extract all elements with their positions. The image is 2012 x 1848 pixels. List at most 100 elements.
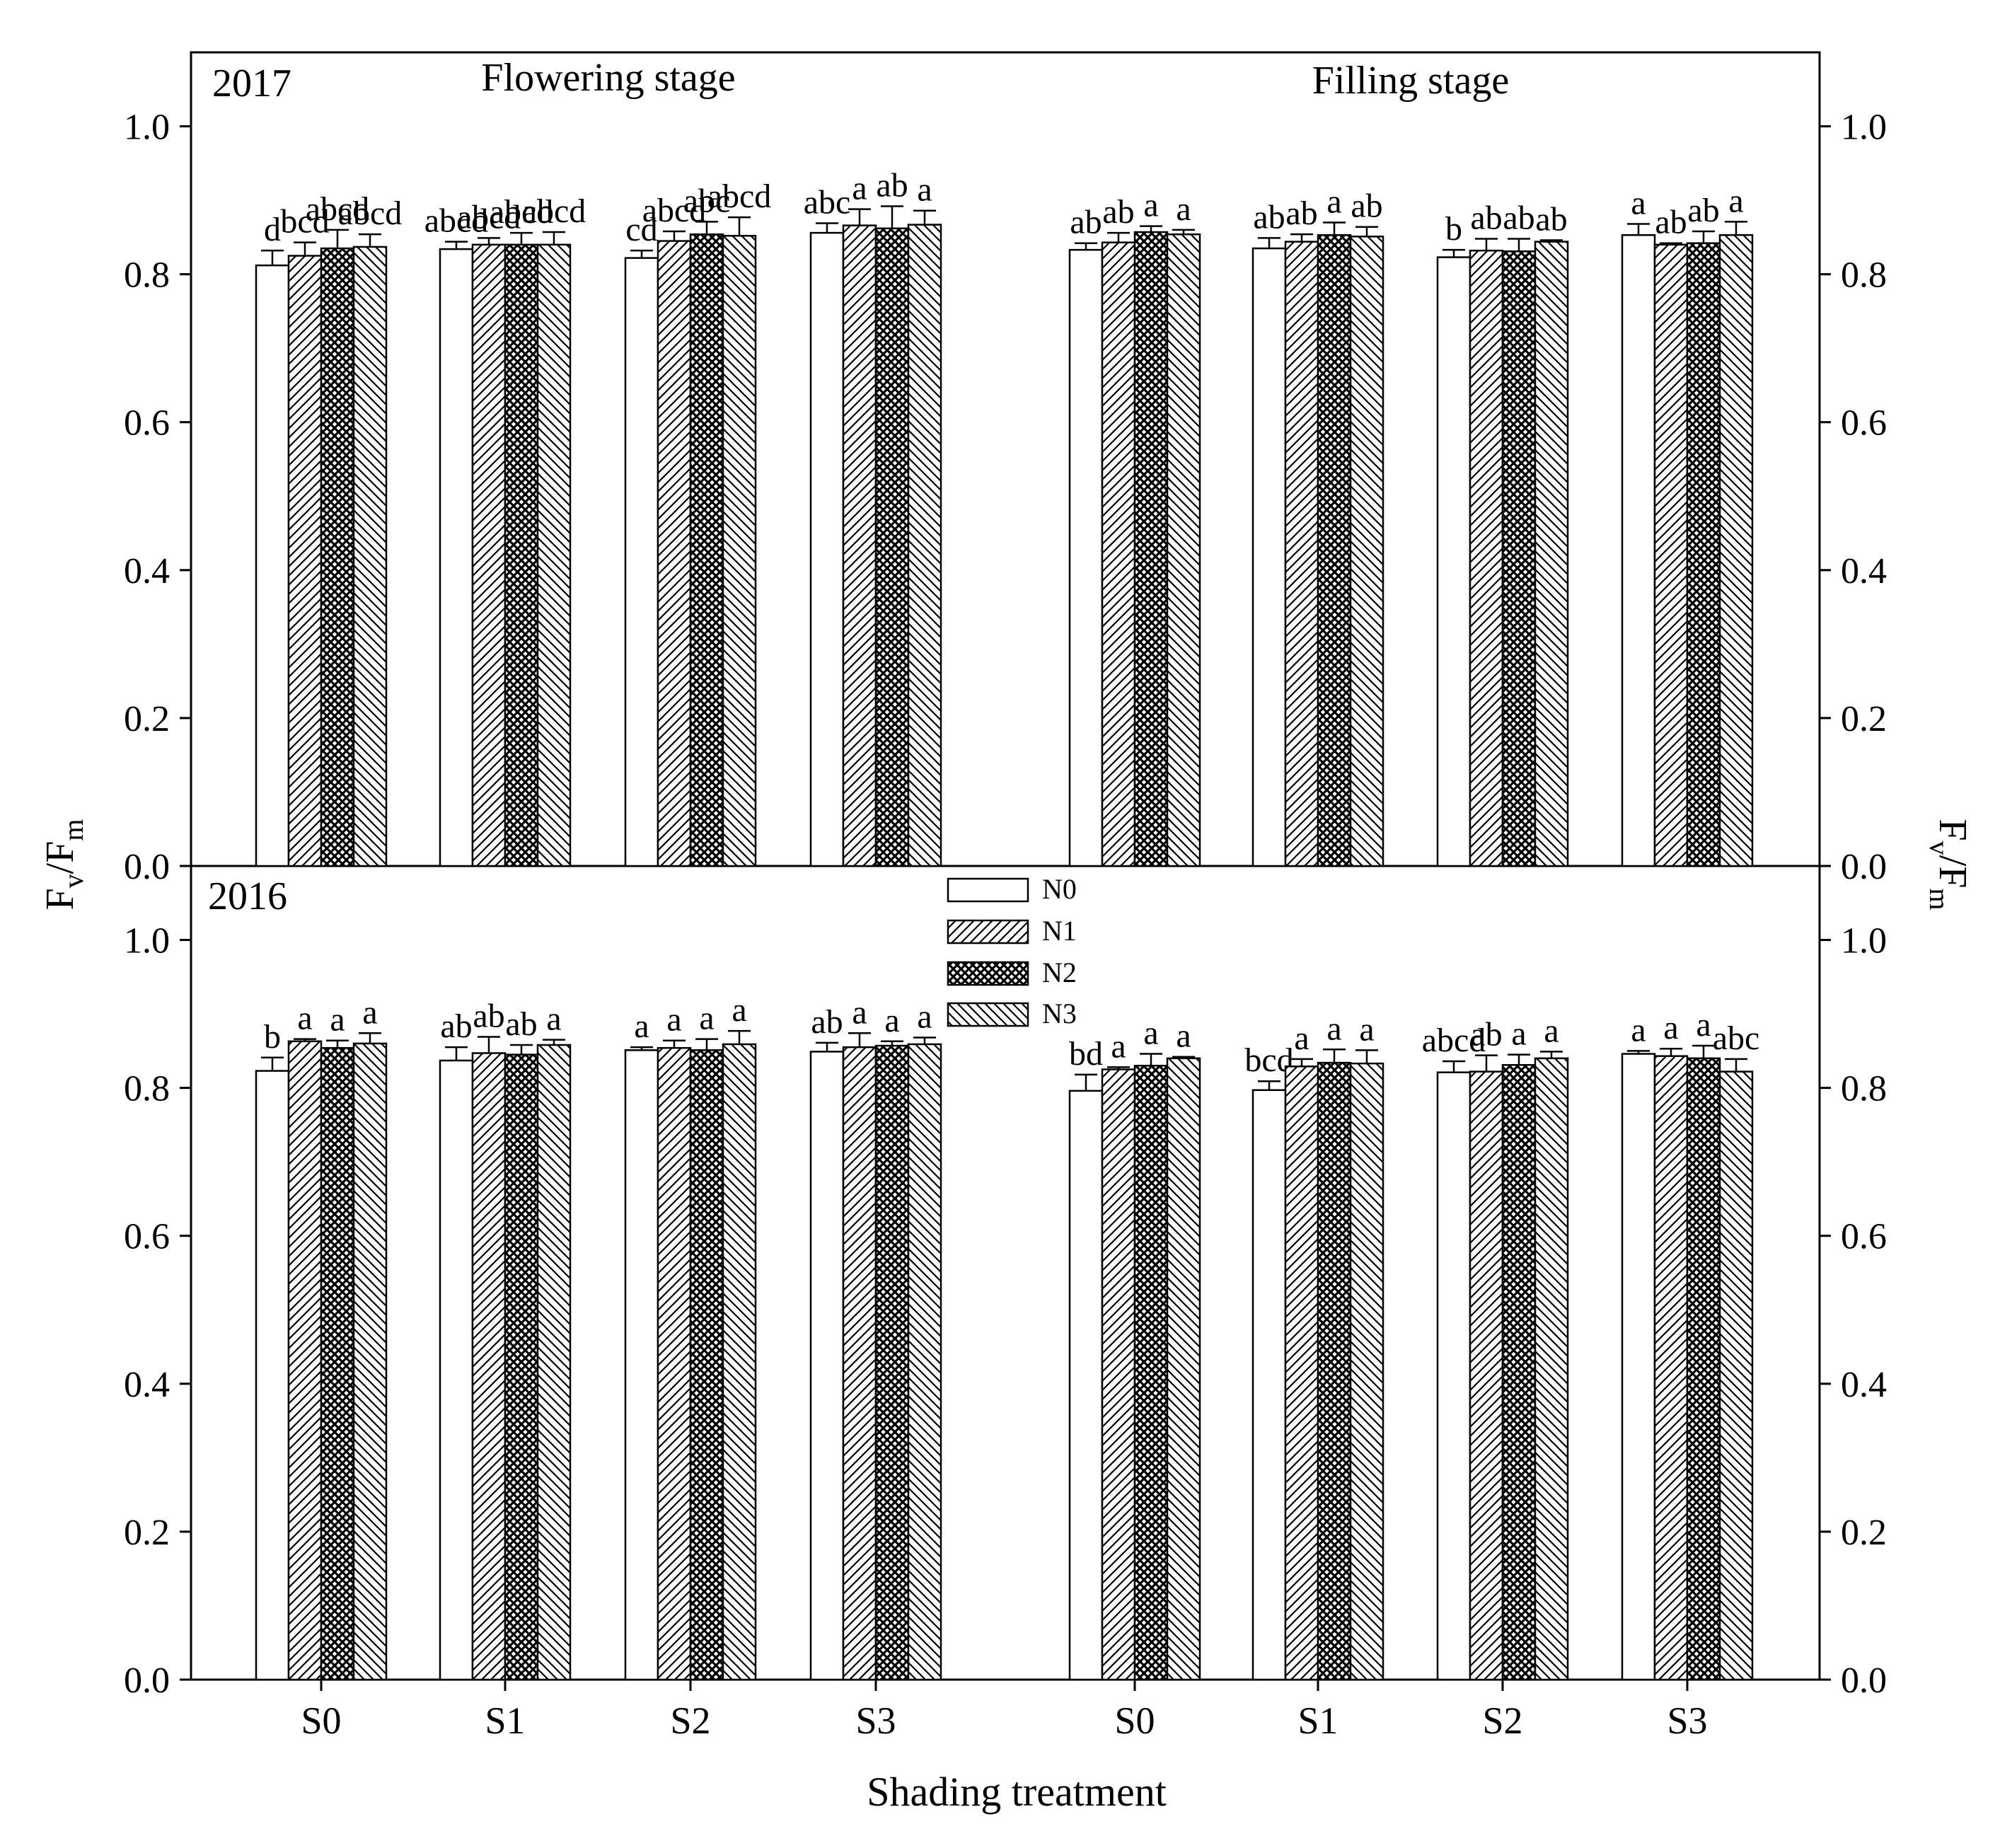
y-tick-label-left: 0.8 (124, 255, 170, 296)
significance-letter: ab (1470, 199, 1502, 236)
bar-n0 (439, 248, 474, 867)
x-tick-label: S1 (1297, 1699, 1338, 1742)
y-label-sub1: v (57, 874, 89, 888)
significance-letter: a (1294, 1020, 1309, 1057)
panel-year-label-2016: 2016 (208, 874, 287, 918)
significance-letter: a (297, 1000, 312, 1037)
bar-n2 (504, 1053, 539, 1681)
significance-letter: ab (505, 1005, 537, 1043)
bar-n0 (1621, 1053, 1656, 1681)
bar-n2 (1133, 231, 1169, 867)
bar-n1 (1101, 1068, 1136, 1681)
bar-n3 (536, 1044, 572, 1681)
significance-letter: a (1176, 1017, 1191, 1055)
bar-n1 (471, 243, 507, 867)
y-tick-label-right: 0.2 (1841, 699, 1887, 739)
significance-letter: a (852, 170, 867, 207)
significance-letter: a (666, 1001, 681, 1039)
svg-text:Fv/Fm: Fv/Fm (38, 819, 89, 911)
y-tick-label-right: 0.8 (1841, 255, 1887, 296)
significance-letter: abcd (338, 195, 403, 232)
bar-n0 (624, 257, 659, 867)
y-tick-label-left: 0.2 (124, 1513, 170, 1553)
significance-letter: a (362, 993, 377, 1031)
bar-n3 (1166, 1057, 1201, 1681)
bar-n3 (722, 235, 757, 867)
x-tick-label: S1 (485, 1699, 525, 1742)
y-tick-label-left: 0.8 (124, 1069, 170, 1109)
bar-n0 (439, 1059, 474, 1681)
significance-letter: a (1143, 1015, 1158, 1052)
plot-area: 0.0 0.00.2 0.20.4 0.40.6 0.60.8 0.81.0 1.0d bcd… (124, 51, 1887, 1742)
bar-n1 (1284, 1066, 1319, 1681)
y-tick-label-right: 0.0 (1841, 1661, 1887, 1701)
significance-letter: a (1359, 1010, 1374, 1048)
bar-n3 (907, 1043, 942, 1681)
significance-letter: abcd (490, 193, 554, 231)
bar-n0 (1068, 248, 1104, 867)
bar-n0 (809, 1051, 845, 1681)
bar-n0 (1251, 247, 1287, 867)
significance-letter: a (699, 1000, 714, 1037)
significance-letter: a (634, 1007, 649, 1045)
bar-n3 (352, 246, 388, 867)
significance-letter: ab (876, 166, 908, 204)
bar-n1 (657, 240, 692, 867)
bar-n2 (320, 1046, 355, 1681)
significance-letter: b (1445, 210, 1462, 248)
significance-letter: ab (1655, 204, 1687, 241)
bar-n1 (471, 1052, 507, 1681)
bar-n0 (624, 1049, 659, 1681)
significance-letter: ab (1070, 204, 1102, 241)
y-tick-label-right: 1.0 (1841, 108, 1887, 148)
bar-n0 (1436, 1071, 1472, 1681)
bar-n2 (1317, 1061, 1352, 1681)
y-tick-label-right: 1.0 (1841, 921, 1887, 961)
legend: N0 N1 N2 N3 (947, 873, 1077, 1029)
significance-letter: a (1696, 1006, 1711, 1044)
x-tick-label: S0 (301, 1699, 341, 1742)
significance-letter: a (1663, 1009, 1678, 1046)
x-tick-label: S2 (670, 1699, 710, 1742)
bar-n2 (1501, 250, 1537, 867)
bar-n1 (1284, 241, 1319, 867)
significance-letter: abc (1713, 1020, 1760, 1057)
bar-n3 (1349, 236, 1384, 867)
y-tick-label-left: 0.4 (124, 551, 170, 591)
y-tick-label-left: 1.0 (124, 108, 170, 148)
bar-n2 (320, 247, 355, 867)
bar-n0 (1068, 1090, 1104, 1681)
significance-letter: ab (1102, 193, 1134, 231)
significance-letter: ab (1285, 195, 1317, 232)
legend-swatch-n3 (947, 1002, 1029, 1027)
bar-n3 (1349, 1062, 1384, 1681)
significance-letter: a (1326, 183, 1341, 220)
bar-n3 (1718, 1070, 1754, 1681)
bar-n1 (1469, 1070, 1504, 1681)
y-tick-label-left: 1.0 (124, 921, 170, 961)
x-tick-label: S3 (1667, 1699, 1707, 1742)
bar-n3 (1718, 233, 1754, 867)
significance-letter: abcd (642, 192, 707, 229)
bar-n1 (842, 224, 877, 867)
legend-swatch-n0 (947, 877, 1029, 903)
significance-letter: a (1544, 1012, 1559, 1049)
significance-letter: abcd (707, 178, 772, 215)
y-axis-label-right: Fv/Fm (1924, 819, 1975, 911)
significance-letter: bcd (280, 203, 329, 241)
significance-letter: abcd (424, 202, 489, 240)
significance-letter: abcd (306, 190, 370, 228)
legend-label-n3: N3 (1042, 998, 1077, 1029)
significance-letter: ab (440, 1007, 472, 1045)
legend-label-n0: N0 (1042, 873, 1077, 905)
y-tick-label-right: 0.8 (1841, 1069, 1887, 1109)
y-tick-label-right: 0.6 (1841, 1217, 1887, 1257)
bar-n3 (1534, 1057, 1569, 1681)
significance-letter: a (1111, 1027, 1126, 1065)
significance-letter: b (264, 1018, 281, 1056)
significance-letter: a (917, 998, 932, 1036)
significance-letter: a (1728, 182, 1743, 219)
legend-label-n1: N1 (1042, 915, 1077, 947)
y-label-main: F (38, 888, 82, 910)
